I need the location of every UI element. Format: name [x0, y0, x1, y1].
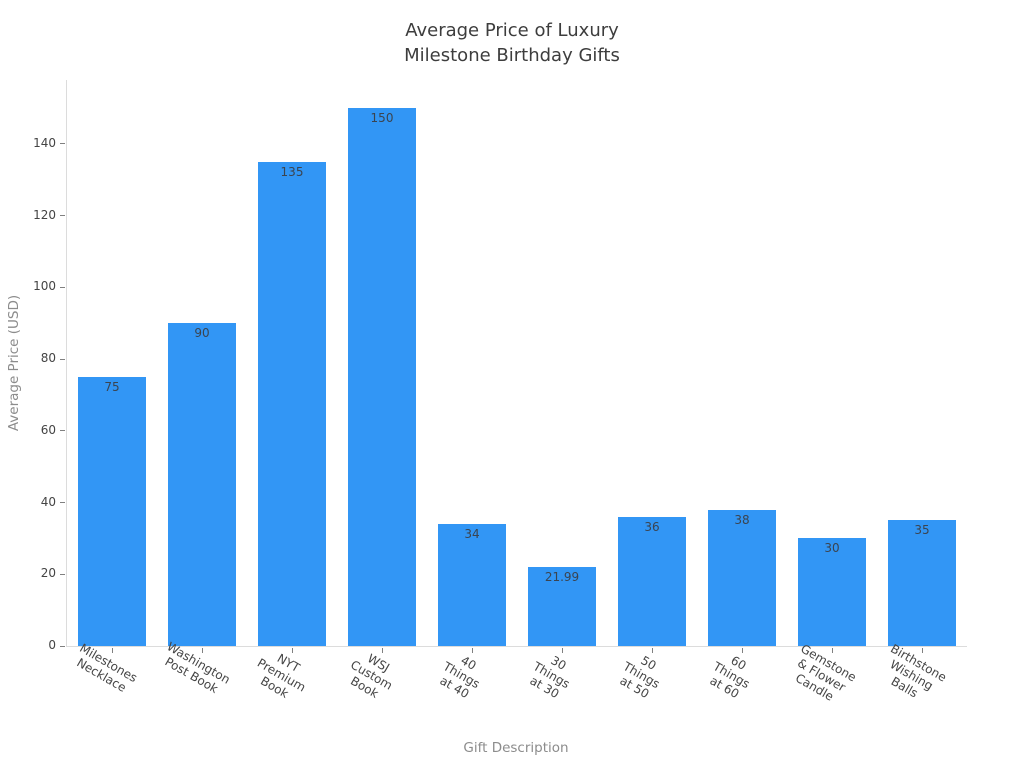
x-tick-mark [921, 648, 923, 653]
plot-area: 0 20 40 60 80 100 120 140 75 Milestones Necklace 9… [33, 80, 967, 704]
bar[interactable]: 35 [888, 520, 956, 646]
y-tick-mark [60, 358, 65, 360]
x-tick-label: Washington Post Book [162, 639, 233, 696]
bar[interactable]: 150 [348, 107, 416, 646]
x-tick-label: 60 Things at 60 [707, 653, 753, 702]
y-tick-mark [60, 215, 65, 217]
y-tick-label: 20 [40, 566, 56, 581]
y-tick-label: 40 [40, 494, 56, 509]
y-tick-mark [60, 286, 65, 288]
chart-title: Average Price of Luxury Milestone Birthd… [404, 20, 620, 66]
y-tick-mark [60, 143, 65, 145]
bar-value-label: 21.99 [544, 570, 580, 585]
x-tick-label: 40 Things at 40 [437, 653, 483, 702]
y-tick-label: 120 [33, 207, 56, 222]
bar[interactable]: 34 [438, 524, 506, 646]
x-tick-mark [381, 648, 383, 653]
x-tick-label: Milestones Necklace [74, 641, 140, 695]
bar[interactable]: 30 [798, 538, 866, 646]
bar-value-label: 36 [644, 519, 660, 534]
bar-value-label: 38 [734, 512, 750, 527]
x-tick-mark [291, 648, 293, 653]
bar-value-label: 135 [280, 164, 304, 179]
bar-value-label: 150 [370, 110, 394, 125]
y-tick-mark [60, 573, 65, 575]
x-tick-mark [741, 648, 743, 653]
bar-value-label: 34 [464, 527, 480, 542]
x-tick-mark [471, 648, 473, 653]
x-tick-mark [831, 648, 833, 653]
y-tick-mark [60, 430, 65, 432]
bar[interactable]: 75 [78, 377, 146, 646]
y-tick-label: 140 [33, 135, 56, 150]
x-tick-mark [201, 648, 203, 653]
bar-value-label: 30 [824, 541, 840, 556]
y-tick-label: 100 [33, 279, 56, 294]
y-tick-label: 60 [40, 422, 56, 437]
bar[interactable]: 38 [708, 509, 776, 646]
x-tick-label: NYT Premium Book [254, 651, 309, 701]
x-tick-label: 30 Things at 30 [527, 653, 573, 702]
y-tick-mark [60, 645, 65, 647]
y-tick-label: 80 [40, 351, 56, 366]
x-tick-mark [651, 648, 653, 653]
x-tick-mark [111, 648, 113, 653]
x-tick-label: WSJ Custom Book [348, 651, 395, 701]
bar[interactable]: 135 [258, 161, 326, 646]
bar[interactable]: 21.99 [528, 567, 596, 646]
y-tick-mark [60, 502, 65, 504]
x-tick-label: 50 Things at 50 [617, 653, 663, 702]
bar-value-label: 90 [194, 326, 210, 341]
x-tick-label: Birthstone Wishing Balls [887, 641, 949, 701]
bar[interactable]: 90 [168, 323, 236, 646]
bar[interactable]: 36 [618, 516, 686, 646]
x-tick-mark [561, 648, 563, 653]
x-axis-title: Gift Description [463, 740, 569, 756]
bar-value-label: 75 [104, 380, 120, 394]
x-tick-label: Gemstone & Flower Candle [792, 641, 859, 704]
y-tick-label: 0 [48, 638, 56, 652]
bar-value-label: 35 [914, 523, 930, 538]
